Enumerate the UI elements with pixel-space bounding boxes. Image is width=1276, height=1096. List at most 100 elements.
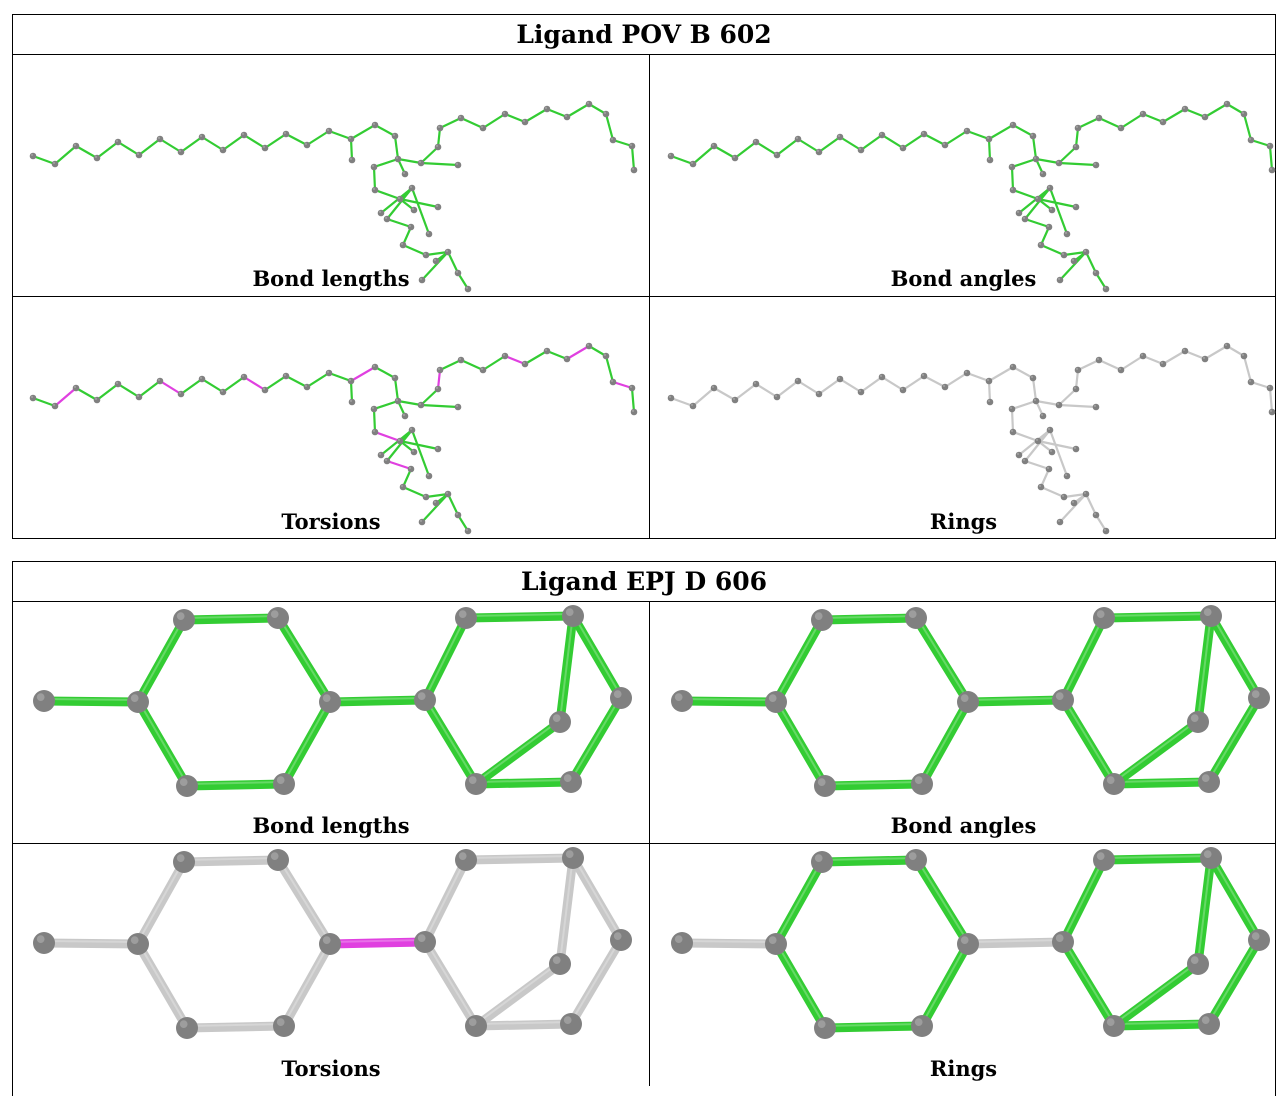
atom-shine bbox=[795, 136, 799, 139]
atom-shine bbox=[1056, 402, 1060, 405]
bond bbox=[1058, 937, 1119, 1031]
atom-shine bbox=[176, 612, 185, 620]
atom-shine bbox=[1075, 367, 1079, 370]
atom bbox=[957, 691, 979, 713]
atom bbox=[1093, 607, 1115, 629]
atom-shine bbox=[262, 387, 266, 390]
atom-shine bbox=[1033, 156, 1037, 159]
atom-shine bbox=[1010, 429, 1014, 432]
atom bbox=[911, 773, 933, 795]
bond bbox=[398, 439, 440, 451]
atom bbox=[177, 390, 185, 398]
bond bbox=[74, 144, 99, 160]
bond-highlight bbox=[775, 941, 826, 1027]
panel-bond-angles: Bond angles bbox=[650, 602, 1276, 844]
atom bbox=[391, 132, 399, 140]
bond bbox=[1023, 186, 1052, 221]
bond bbox=[1193, 611, 1216, 727]
bond bbox=[838, 135, 863, 152]
atom-shine bbox=[1103, 286, 1107, 289]
atom bbox=[457, 356, 465, 364]
atom bbox=[585, 100, 593, 108]
bond bbox=[965, 129, 991, 141]
bond bbox=[372, 165, 377, 192]
atom-shine bbox=[564, 356, 568, 359]
bond bbox=[1017, 186, 1052, 215]
atom bbox=[325, 369, 333, 377]
bond-highlight bbox=[824, 1023, 923, 1027]
bond-highlight bbox=[824, 781, 923, 785]
atom bbox=[1181, 105, 1189, 113]
bond-highlight bbox=[137, 699, 188, 785]
bond bbox=[273, 613, 335, 707]
molecule-diagram bbox=[671, 605, 1270, 797]
bond bbox=[820, 779, 927, 791]
atom-shine bbox=[674, 693, 683, 701]
bond bbox=[901, 374, 926, 392]
atom-shine bbox=[1016, 452, 1020, 455]
bond bbox=[859, 375, 884, 394]
bond bbox=[1057, 387, 1078, 407]
atom-shine bbox=[276, 776, 285, 784]
atom-shine bbox=[419, 277, 423, 280]
atom-shine bbox=[94, 397, 98, 400]
atom bbox=[941, 383, 949, 391]
atom bbox=[319, 933, 341, 955]
atom-shine bbox=[768, 936, 777, 944]
atom-shine bbox=[837, 134, 841, 137]
bond-highlight bbox=[559, 613, 574, 721]
panel-rings: Rings bbox=[650, 844, 1276, 1086]
atom bbox=[1240, 352, 1248, 360]
atom bbox=[521, 360, 529, 368]
atom bbox=[127, 933, 149, 955]
bond bbox=[1084, 250, 1098, 275]
atom-shine bbox=[426, 231, 430, 234]
atom bbox=[114, 138, 122, 146]
bond bbox=[446, 492, 460, 517]
atom-shine bbox=[1096, 852, 1105, 860]
atom-shine bbox=[435, 204, 439, 207]
atom bbox=[689, 402, 697, 410]
atom-shine bbox=[774, 152, 778, 155]
bond bbox=[796, 379, 821, 396]
panel-caption: Bond lengths bbox=[252, 266, 410, 291]
atom-shine bbox=[458, 115, 462, 118]
atom bbox=[667, 152, 675, 160]
atom bbox=[377, 209, 385, 217]
bond-highlight bbox=[183, 857, 279, 861]
bond bbox=[349, 365, 377, 383]
bond bbox=[179, 377, 204, 396]
atom-shine bbox=[417, 934, 426, 942]
bond-highlight bbox=[1103, 855, 1212, 859]
atom bbox=[1092, 403, 1100, 411]
atom-shine bbox=[565, 850, 574, 858]
atom bbox=[815, 148, 823, 156]
bond bbox=[349, 379, 354, 404]
bond-highlight bbox=[1208, 695, 1260, 781]
atom bbox=[1187, 711, 1209, 733]
atom-shine bbox=[1267, 143, 1271, 146]
atom bbox=[1021, 215, 1029, 223]
bond bbox=[95, 382, 120, 402]
atom bbox=[282, 372, 290, 380]
bond bbox=[1249, 138, 1272, 148]
atom-shine bbox=[1096, 357, 1100, 360]
atom-shine bbox=[326, 128, 330, 131]
bond bbox=[987, 379, 992, 404]
atom bbox=[731, 396, 739, 404]
atom bbox=[985, 135, 993, 143]
atom-shine bbox=[1106, 776, 1115, 784]
atom bbox=[1021, 457, 1029, 465]
atom-shine bbox=[565, 608, 574, 616]
atom-shine bbox=[1064, 231, 1068, 234]
bond bbox=[1036, 197, 1078, 209]
bond-highlight bbox=[1113, 1021, 1210, 1025]
atom-shine bbox=[322, 694, 331, 702]
atom-shine bbox=[1093, 512, 1097, 515]
atom bbox=[630, 166, 638, 174]
atom-shine bbox=[1093, 162, 1097, 165]
atom-shine bbox=[1241, 353, 1245, 356]
bond-highlight bbox=[572, 613, 622, 697]
bond-highlight bbox=[329, 697, 426, 701]
bond bbox=[221, 375, 246, 394]
